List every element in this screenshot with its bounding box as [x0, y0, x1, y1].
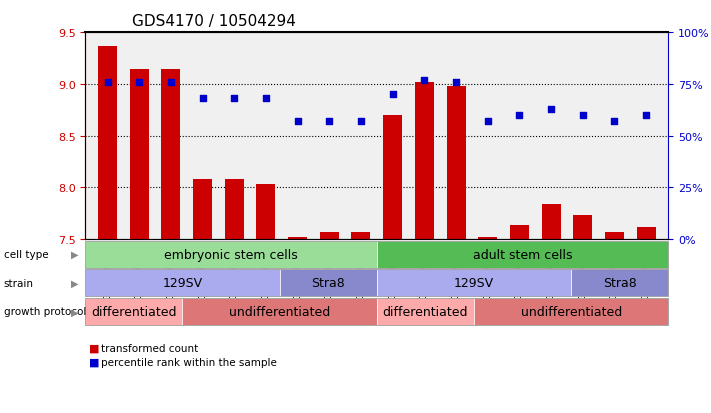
- Point: [609, 119, 620, 125]
- Text: GDS4170 / 10504294: GDS4170 / 10504294: [132, 14, 296, 29]
- Text: strain: strain: [4, 278, 33, 288]
- Bar: [129, 70, 149, 240]
- Bar: [288, 237, 307, 240]
- Text: ▶: ▶: [71, 278, 78, 288]
- Text: 129SV: 129SV: [162, 277, 203, 290]
- Point: [450, 79, 461, 86]
- Point: [577, 112, 589, 119]
- Text: adult stem cells: adult stem cells: [473, 248, 572, 261]
- Point: [641, 112, 652, 119]
- Text: differentiated: differentiated: [91, 305, 176, 318]
- Bar: [542, 204, 560, 240]
- Point: [324, 119, 335, 125]
- Text: 129SV: 129SV: [454, 277, 494, 290]
- Point: [292, 119, 304, 125]
- Point: [134, 79, 145, 86]
- Point: [545, 106, 557, 113]
- Bar: [479, 237, 497, 240]
- Point: [419, 77, 430, 84]
- Bar: [98, 47, 117, 240]
- Text: Stra8: Stra8: [311, 277, 345, 290]
- Bar: [605, 232, 624, 240]
- Bar: [161, 70, 181, 240]
- Bar: [636, 227, 656, 240]
- Text: embryonic stem cells: embryonic stem cells: [164, 248, 298, 261]
- Text: cell type: cell type: [4, 249, 48, 260]
- Text: undifferentiated: undifferentiated: [520, 305, 622, 318]
- Bar: [225, 180, 244, 240]
- Point: [356, 119, 367, 125]
- Bar: [573, 216, 592, 240]
- Point: [228, 96, 240, 102]
- Text: ▶: ▶: [71, 249, 78, 260]
- Point: [387, 92, 398, 98]
- Point: [514, 112, 525, 119]
- Text: ■: ■: [89, 357, 100, 367]
- Point: [482, 119, 493, 125]
- Bar: [193, 180, 212, 240]
- Text: percentile rank within the sample: percentile rank within the sample: [101, 357, 277, 367]
- Text: growth protocol: growth protocol: [4, 306, 86, 317]
- Text: differentiated: differentiated: [383, 305, 468, 318]
- Bar: [257, 185, 275, 240]
- Text: ■: ■: [89, 343, 100, 353]
- Bar: [415, 83, 434, 240]
- Bar: [447, 87, 466, 240]
- Bar: [383, 116, 402, 240]
- Point: [197, 96, 208, 102]
- Point: [260, 96, 272, 102]
- Bar: [320, 232, 339, 240]
- Text: undifferentiated: undifferentiated: [229, 305, 331, 318]
- Text: transformed count: transformed count: [101, 343, 198, 353]
- Bar: [351, 232, 370, 240]
- Point: [165, 79, 176, 86]
- Text: ▶: ▶: [71, 306, 78, 317]
- Text: Stra8: Stra8: [603, 277, 636, 290]
- Bar: [510, 225, 529, 240]
- Point: [102, 79, 113, 86]
